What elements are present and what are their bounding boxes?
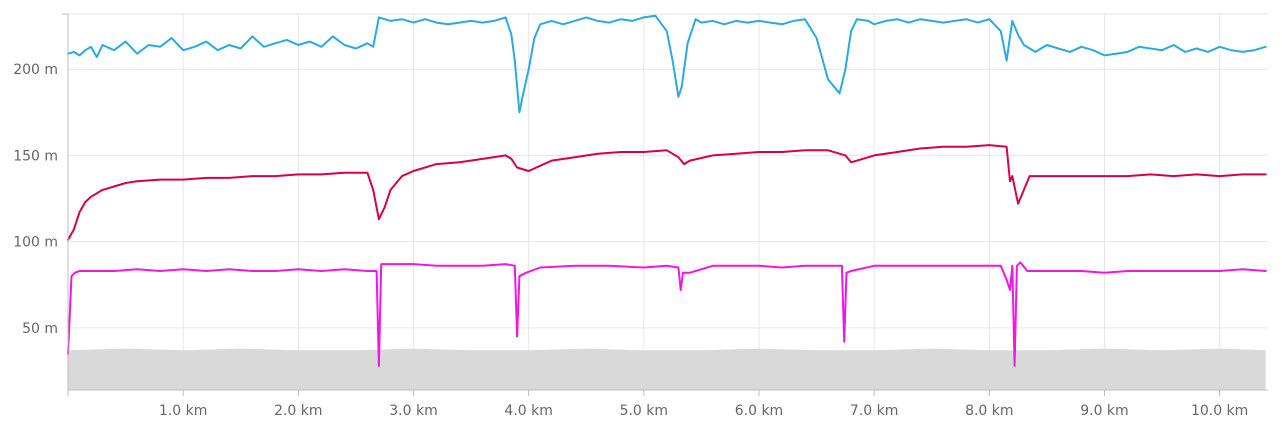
y-tick-label: 100 m <box>13 235 58 251</box>
x-tick-label: 10.0 km <box>1191 403 1248 419</box>
x-tick-label: 8.0 km <box>965 403 1013 419</box>
x-tick-label: 3.0 km <box>389 403 437 419</box>
series-area-3 <box>68 348 1266 390</box>
x-tick-label: 7.0 km <box>850 403 898 419</box>
x-tick-label: 6.0 km <box>735 403 783 419</box>
x-tick-label: 4.0 km <box>504 403 552 419</box>
series-layer <box>67 14 1267 367</box>
x-tick-label: 9.0 km <box>1080 403 1128 419</box>
series-line-2 <box>67 261 1267 367</box>
x-tick-label: 2.0 km <box>274 403 322 419</box>
grid-layer <box>68 13 1268 390</box>
axis-layer <box>62 13 1268 396</box>
x-tick-label: 1.0 km <box>159 403 207 419</box>
series-line-1 <box>67 144 1267 241</box>
y-tick-label: 50 m <box>22 321 58 337</box>
area-layer <box>68 348 1266 390</box>
series-line-0 <box>67 14 1267 114</box>
label-layer: 50 m 100 m 150 m 200 m 1.0 km 2.0 km 3.0 km 4.0… <box>13 62 1248 419</box>
x-tick-label: 5.0 km <box>620 403 668 419</box>
y-tick-label: 200 m <box>13 62 58 78</box>
y-tick-label: 150 m <box>13 148 58 164</box>
